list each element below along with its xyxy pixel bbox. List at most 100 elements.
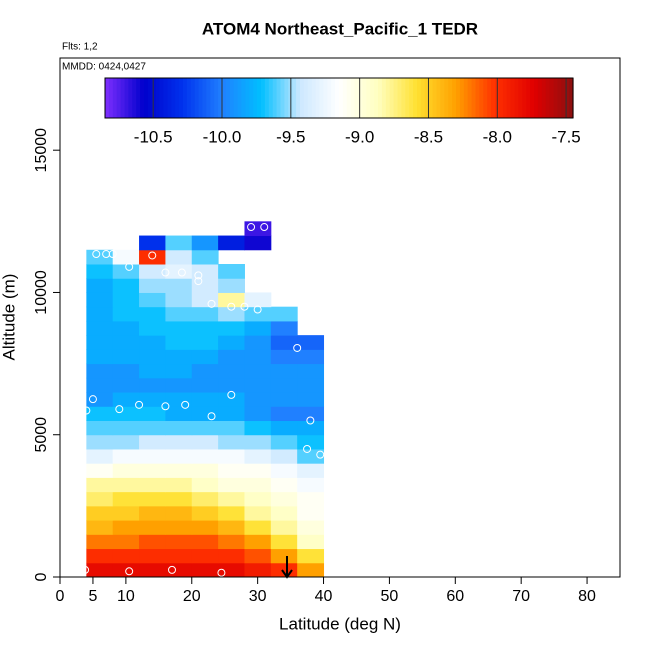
colorbar-swatch (541, 78, 547, 118)
colorbar-swatch (323, 78, 328, 118)
heat-cell (86, 349, 114, 365)
heat-cell (218, 306, 245, 322)
colorbar-swatch (124, 78, 129, 118)
colorbar-swatch (467, 78, 473, 118)
heat-cell (139, 420, 166, 436)
colorbar-tick-label: -9.5 (276, 127, 305, 146)
colorbar-swatch (186, 78, 192, 118)
colorbar-swatch (518, 78, 523, 118)
heat-cell (297, 406, 325, 422)
heat-cell (218, 292, 245, 308)
heat-cell (270, 562, 298, 578)
heat-cell (218, 434, 245, 450)
flight-point (247, 223, 256, 232)
colorbar-swatch (381, 78, 387, 118)
colorbar-swatch (557, 78, 562, 118)
flight-point (227, 302, 236, 311)
colorbar-tick-label: -8.0 (483, 127, 512, 146)
dates-note: MMDD: 0424,0427 (62, 62, 146, 73)
heat-cell (165, 548, 193, 564)
heat-cell (218, 448, 245, 464)
heat-cell (165, 520, 193, 535)
heat-cell (191, 392, 219, 407)
flight-point (82, 406, 91, 415)
heat-cell (244, 463, 272, 478)
heat-cell (86, 420, 114, 436)
flight-point (125, 262, 134, 271)
colorbar-swatch (354, 78, 360, 118)
colorbar-swatch (241, 78, 246, 118)
heat-cell (297, 548, 325, 564)
heat-cell (297, 434, 325, 450)
heat-cell (191, 363, 219, 379)
flights-note: Flts: 1,2 (62, 42, 98, 53)
colorbar-swatch (471, 78, 477, 118)
heat-cell (270, 548, 298, 564)
flight-point (240, 302, 249, 311)
flight-point (303, 325, 312, 334)
colorbar-tick-label: -10.5 (134, 127, 173, 146)
heat-cell (86, 292, 114, 308)
y-axis-label: Altitude (m) (0, 274, 18, 361)
colorbar-swatch (319, 78, 324, 118)
colorbar-swatch (459, 78, 465, 118)
colorbar-swatch (202, 78, 207, 118)
heat-cell (218, 420, 245, 436)
heat-cell (244, 235, 272, 251)
heat-cell (165, 534, 193, 550)
flight-point (217, 568, 226, 577)
colorbar-swatch (483, 78, 488, 118)
colorbar: -10.5 -10.0 -9.5 -9.0 -8.5 -8.0 -7.5 (104, 77, 581, 146)
heat-cell (191, 562, 219, 578)
colorbar-swatch (194, 78, 200, 118)
colorbar-swatch (264, 78, 270, 118)
heat-cell (165, 335, 193, 350)
heat-cell (86, 505, 114, 521)
colorbar-swatch (405, 78, 410, 118)
heat-cell (297, 392, 325, 407)
colorbar-swatch (198, 78, 204, 118)
heat-cell (297, 377, 325, 393)
colorbar-swatch (206, 78, 211, 118)
heat-cell (191, 434, 219, 450)
heat-cell (139, 306, 166, 322)
heat-cell (139, 249, 166, 265)
colorbar-swatch (120, 78, 126, 118)
colorbar-swatch (144, 78, 149, 118)
colorbar-swatch (327, 78, 332, 118)
heat-cell (191, 548, 219, 564)
heat-cell (112, 548, 140, 564)
flight-point (161, 268, 170, 277)
heat-cell (191, 534, 219, 550)
x-tick-label: 30 (249, 588, 267, 605)
colorbar-swatch (463, 78, 469, 118)
colorbar-swatch (171, 78, 176, 118)
colorbar-swatch (510, 78, 516, 118)
colorbar-swatch (253, 78, 258, 118)
heat-cell (139, 406, 166, 422)
colorbar-swatch (444, 78, 449, 118)
heat-cell (270, 420, 298, 436)
heat-cell (139, 320, 166, 336)
heat-cell (86, 434, 114, 450)
colorbar-swatch (155, 78, 161, 118)
heat-cell (86, 534, 114, 550)
colorbar-frame (104, 77, 574, 119)
colorbar-swatch (346, 78, 352, 118)
colorbar-swatch (428, 78, 434, 118)
colorbar-swatch (261, 78, 266, 118)
colorbar-swatch (210, 78, 215, 118)
colorbar-swatch (498, 78, 504, 118)
heat-cell (218, 377, 245, 393)
colorbar-swatch (385, 78, 391, 118)
colorbar-swatch (151, 78, 157, 118)
flight-point (168, 565, 176, 574)
heat-cell (270, 477, 298, 493)
colorbar-swatch (303, 78, 309, 118)
heat-cell (112, 249, 140, 265)
heat-cell (165, 349, 193, 365)
colorbar-swatch (448, 78, 453, 118)
heat-cell (112, 377, 140, 393)
colorbar-swatch (362, 78, 367, 118)
colorbar-swatch (140, 78, 145, 118)
